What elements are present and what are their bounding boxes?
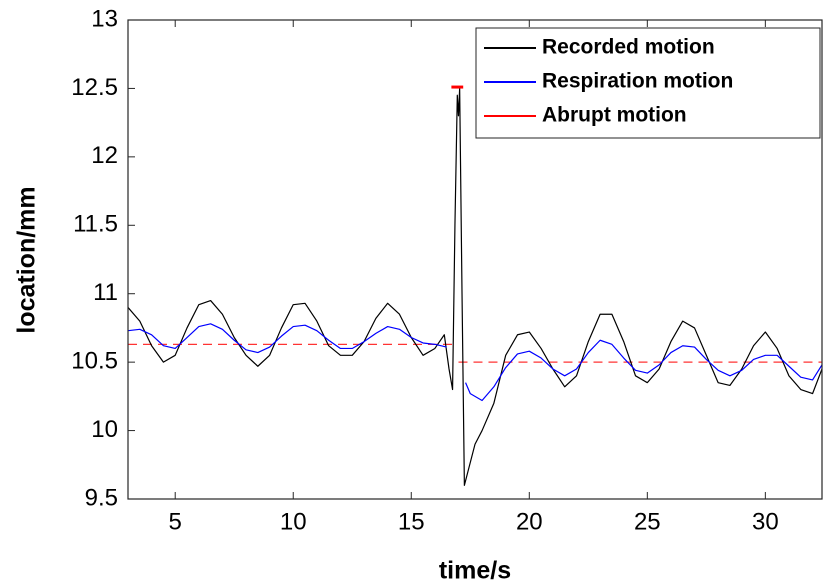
x-tick-label: 20 [516, 508, 543, 535]
axes-box [127, 19, 823, 500]
y-axis-title: location/mm [13, 186, 41, 333]
x-tick-label: 5 [169, 508, 182, 535]
y-tick-label: 12 [91, 142, 118, 169]
y-tick-label: 12.5 [71, 74, 118, 101]
y-tick-label: 11 [93, 279, 118, 306]
x-tick-label: 25 [634, 508, 661, 535]
y-tick-label: 13 [91, 5, 118, 32]
line-series [128, 87, 822, 486]
y-tick-label: 9.5 [85, 484, 118, 511]
y-tick-label: 10.5 [71, 347, 118, 374]
x-tick-label: 30 [752, 508, 779, 535]
legend-label: Abrupt motion [542, 104, 687, 127]
x-tick-label: 10 [280, 508, 307, 535]
y-tick-label: 11.5 [73, 211, 118, 238]
line-series [128, 323, 822, 402]
y-tick-label: 10 [91, 416, 118, 443]
x-tick-label: 15 [398, 508, 425, 535]
legend-label: Recorded motion [542, 36, 715, 59]
x-axis-title: time/s [439, 557, 511, 585]
plot-area [128, 85, 822, 486]
legend-label: Respiration motion [542, 70, 733, 93]
